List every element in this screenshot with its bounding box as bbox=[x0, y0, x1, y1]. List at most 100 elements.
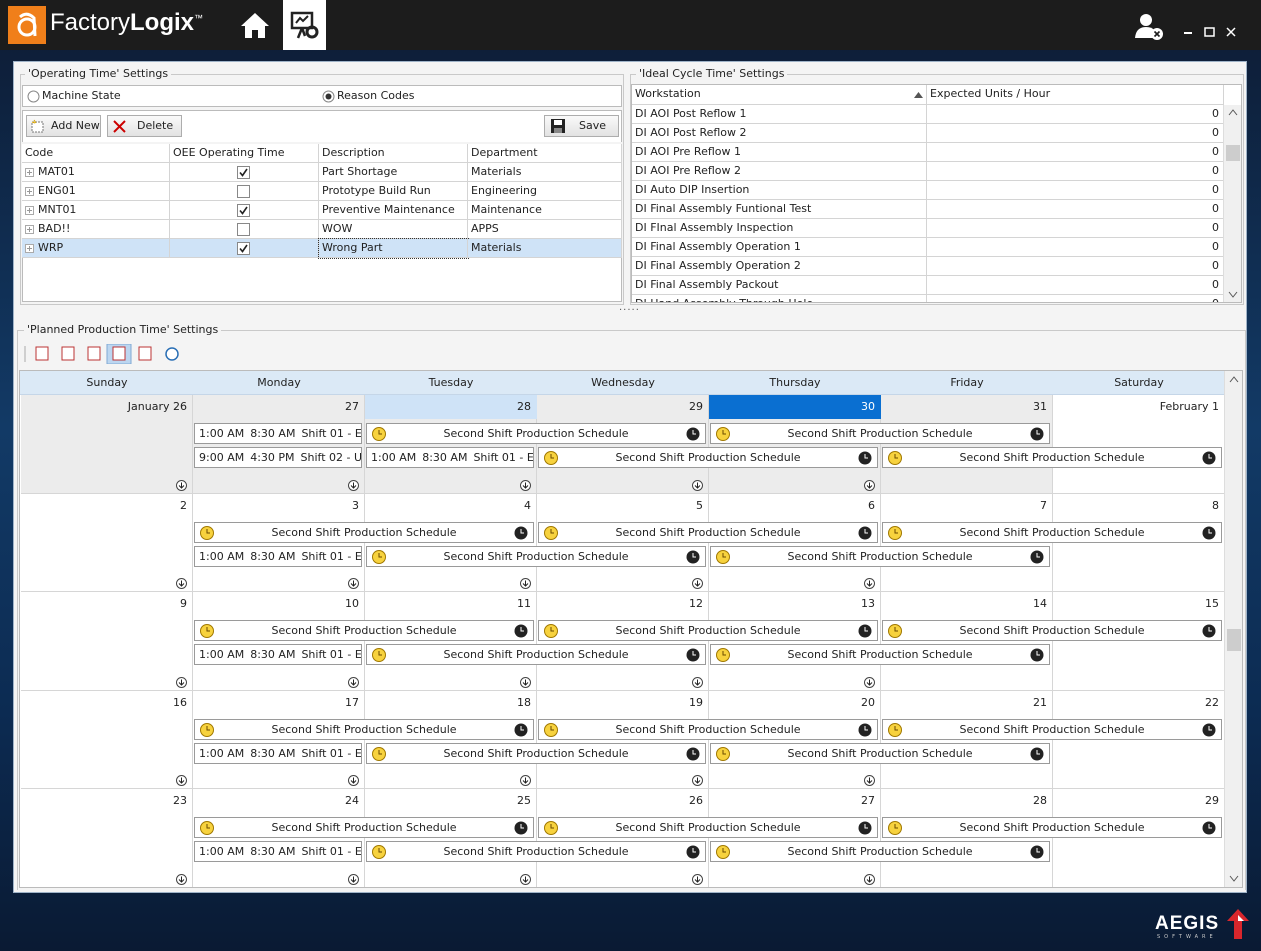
appointment[interactable]: Second Shift Production Schedule bbox=[710, 423, 1050, 444]
appointment[interactable]: Second Shift Production Schedule bbox=[538, 718, 878, 740]
appointment[interactable]: 1:00 AM 8:30 AM Shift 01 - EU bbox=[366, 447, 534, 468]
appointment[interactable]: Second Shift Production Schedule bbox=[882, 447, 1222, 468]
date-label[interactable]: 29 bbox=[1205, 794, 1219, 807]
appointment[interactable]: Second Shift Production Schedule bbox=[538, 620, 878, 641]
date-label[interactable]: 23 bbox=[173, 794, 187, 807]
day-cell bbox=[21, 395, 193, 494]
home-button[interactable] bbox=[240, 11, 270, 39]
day-view-icon[interactable] bbox=[35, 346, 49, 361]
expand-icon bbox=[25, 244, 34, 253]
appointment[interactable]: Second Shift Production Schedule bbox=[366, 644, 706, 665]
appointment[interactable]: 1:00 AM 8:30 AM Shift 01 - EU bbox=[194, 742, 362, 764]
date-label[interactable]: 14 bbox=[1033, 597, 1047, 610]
save-button[interactable]: Save bbox=[544, 115, 619, 137]
appointment[interactable]: Second Shift Production Schedule bbox=[538, 447, 878, 468]
appointment[interactable]: Second Shift Production Schedule bbox=[710, 841, 1050, 862]
week-view-icon[interactable] bbox=[87, 346, 101, 361]
appointment[interactable]: Second Shift Production Schedule bbox=[366, 841, 706, 862]
date-label[interactable]: 26 bbox=[689, 794, 703, 807]
appointment[interactable]: 1:00 AM 8:30 AM Shift 01 - EU bbox=[194, 545, 362, 567]
date-label[interactable]: 28 bbox=[1033, 794, 1047, 807]
date-label[interactable]: January 26 bbox=[127, 400, 187, 413]
appointment[interactable]: 9:00 AM 4:30 PM Shift 02 - US bbox=[194, 447, 362, 468]
appointment[interactable]: Second Shift Production Schedule bbox=[194, 521, 534, 543]
date-label[interactable]: 21 bbox=[1033, 695, 1047, 709]
agenda-icon[interactable] bbox=[165, 347, 179, 361]
date-label[interactable]: 2 bbox=[180, 498, 187, 512]
date-label[interactable]: 19 bbox=[689, 695, 703, 709]
appointment[interactable]: Second Shift Production Schedule bbox=[882, 620, 1222, 641]
day-cell bbox=[193, 789, 365, 887]
settings-tab[interactable] bbox=[283, 0, 326, 50]
appointment-subject: Second Shift Production Schedule bbox=[615, 821, 801, 834]
date-label[interactable]: 11 bbox=[517, 597, 531, 610]
appointment[interactable]: 1:00 AM 8:30 AM Shift 01 - EU bbox=[194, 423, 362, 444]
date-label[interactable]: 9 bbox=[180, 597, 187, 610]
date-label[interactable]: 7 bbox=[1040, 498, 1047, 512]
month-view-icon[interactable] bbox=[112, 346, 126, 361]
date-label[interactable]: 10 bbox=[345, 597, 359, 610]
radio[interactable] bbox=[27, 90, 40, 103]
appointment[interactable]: Second Shift Production Schedule bbox=[882, 817, 1222, 838]
date-label[interactable]: 29 bbox=[689, 400, 703, 413]
day-header: Wednesday bbox=[591, 376, 655, 389]
appointment-subject: Second Shift Production Schedule bbox=[787, 549, 973, 563]
appointment[interactable]: Second Shift Production Schedule bbox=[366, 742, 706, 764]
delete-button[interactable]: Delete bbox=[107, 115, 182, 137]
radio[interactable] bbox=[322, 90, 335, 103]
date-label[interactable]: 22 bbox=[1205, 695, 1219, 709]
date-label[interactable]: 16 bbox=[173, 695, 187, 709]
date-label[interactable]: 15 bbox=[1205, 597, 1219, 610]
appointment-subject: Second Shift Production Schedule bbox=[443, 648, 629, 661]
recurrence-clock bbox=[1030, 845, 1044, 859]
date-label[interactable]: 25 bbox=[517, 794, 531, 807]
appointment[interactable]: Second Shift Production Schedule bbox=[710, 644, 1050, 665]
appointment[interactable]: Second Shift Production Schedule bbox=[538, 817, 878, 838]
date-label[interactable]: 18 bbox=[517, 695, 531, 709]
appointment[interactable]: Second Shift Production Schedule bbox=[710, 742, 1050, 764]
work-week-icon[interactable] bbox=[61, 346, 75, 361]
appointment[interactable]: Second Shift Production Schedule bbox=[366, 545, 706, 567]
splitter[interactable]: ····· bbox=[619, 305, 640, 316]
appointment[interactable]: Second Shift Production Schedule bbox=[710, 545, 1050, 567]
date-label[interactable]: 4 bbox=[524, 498, 531, 512]
date-label[interactable]: 8 bbox=[1212, 498, 1219, 512]
date-label[interactable]: 13 bbox=[861, 597, 875, 610]
date-label[interactable]: 28 bbox=[365, 395, 537, 419]
date-label[interactable]: 20 bbox=[861, 695, 875, 709]
appointment[interactable]: 1:00 AM 8:30 AM Shift 01 - EU bbox=[194, 841, 362, 862]
day-cell bbox=[193, 395, 365, 494]
appointment[interactable]: Second Shift Production Schedule bbox=[882, 718, 1222, 740]
timeline-icon[interactable] bbox=[138, 346, 152, 361]
date-label[interactable]: 27 bbox=[345, 400, 359, 413]
checkbox bbox=[237, 185, 250, 198]
date-label[interactable]: 27 bbox=[861, 794, 875, 807]
date-label[interactable]: 17 bbox=[345, 695, 359, 709]
appointment[interactable]: Second Shift Production Schedule bbox=[194, 817, 534, 838]
date-label[interactable]: February 1 bbox=[1159, 400, 1219, 413]
date-label[interactable]: 31 bbox=[1033, 400, 1047, 413]
appointment[interactable]: Second Shift Production Schedule bbox=[882, 521, 1222, 543]
appointment-start: 9:00 AM bbox=[199, 451, 245, 464]
appointment[interactable]: Second Shift Production Schedule bbox=[366, 423, 706, 444]
appointment-subject: Second Shift Production Schedule bbox=[271, 722, 457, 736]
appointment[interactable]: Second Shift Production Schedule bbox=[194, 718, 534, 740]
date-label[interactable]: 6 bbox=[868, 498, 875, 512]
appointment[interactable]: Second Shift Production Schedule bbox=[538, 521, 878, 543]
date-label[interactable]: 24 bbox=[345, 794, 359, 807]
grid-cell: Maintenance bbox=[468, 201, 622, 220]
user-logout[interactable] bbox=[1135, 12, 1165, 42]
more-arrow bbox=[520, 775, 531, 786]
oee-cell bbox=[170, 201, 319, 220]
add-new-button[interactable]: Add New bbox=[26, 115, 101, 137]
date-label[interactable]: 5 bbox=[696, 498, 703, 512]
date-label[interactable]: 12 bbox=[689, 597, 703, 610]
brand-part: Logix bbox=[130, 9, 195, 36]
appointment[interactable]: Second Shift Production Schedule bbox=[194, 620, 534, 641]
window-controls[interactable] bbox=[1182, 26, 1242, 40]
more-arrow bbox=[864, 775, 875, 786]
date-label[interactable]: 3 bbox=[352, 498, 359, 512]
date-label[interactable]: 30 bbox=[709, 395, 881, 419]
recurrence-clock bbox=[888, 624, 902, 638]
appointment[interactable]: 1:00 AM 8:30 AM Shift 01 - EU bbox=[194, 644, 362, 665]
